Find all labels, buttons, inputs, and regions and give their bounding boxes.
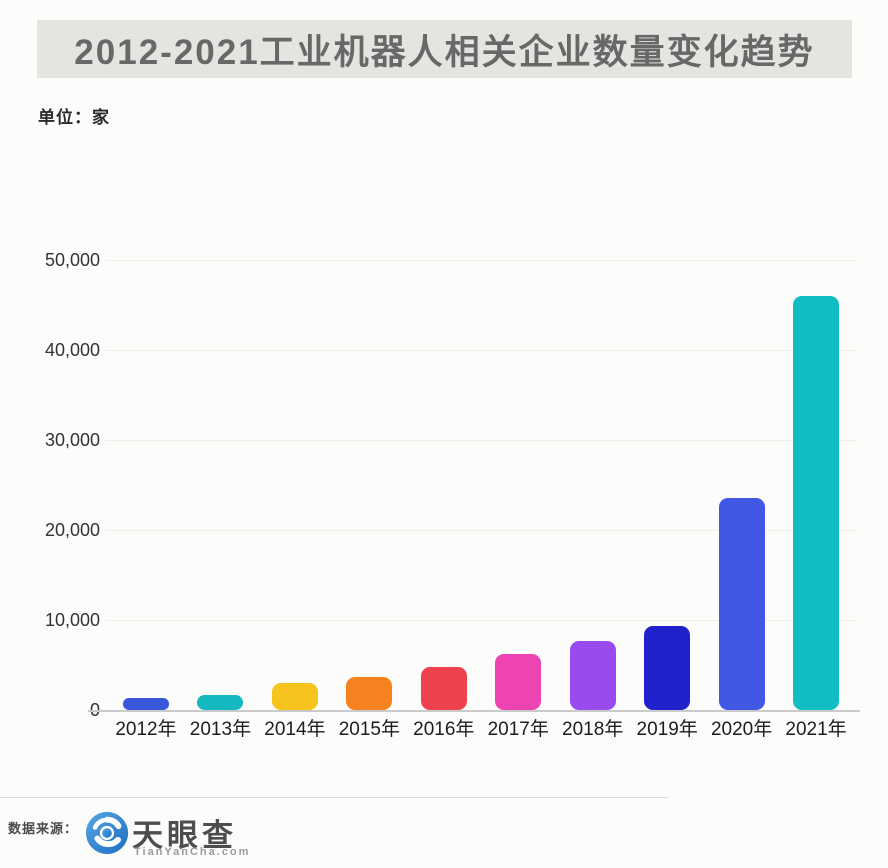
footer-divider xyxy=(0,797,668,798)
x-tick-label-2016年: 2016年 xyxy=(413,719,475,740)
bar-2013年 xyxy=(197,694,244,710)
bar-2021年 xyxy=(793,296,840,710)
bar-2017年 xyxy=(495,654,542,710)
y-tick-label-50000: 50,000 xyxy=(44,250,100,270)
gridline-10000 xyxy=(106,620,858,621)
tianyancha-logo-icon xyxy=(85,811,129,855)
x-tick-label-2018年: 2018年 xyxy=(562,719,624,740)
x-tick-label-2017年: 2017年 xyxy=(487,719,549,740)
x-tick-label-2020年: 2020年 xyxy=(710,719,773,740)
y-tick-label-20000: 20,000 xyxy=(44,520,100,540)
chart-title-banner: 2012-2021工业机器人相关企业数量变化趋势 xyxy=(37,20,852,78)
bar-2012年 xyxy=(123,698,169,710)
bar-2016年 xyxy=(420,666,467,710)
gridline-40000 xyxy=(106,350,858,351)
gridline-50000 xyxy=(106,260,858,261)
bar-2019年 xyxy=(644,626,691,710)
chart-title: 2012-2021工业机器人相关企业数量变化趋势 xyxy=(74,32,815,72)
x-axis-line xyxy=(88,710,860,712)
bar-2020年 xyxy=(718,497,765,710)
x-tick-label-2021年: 2021年 xyxy=(785,719,847,740)
bar-2018年 xyxy=(569,640,616,710)
bar-2014年 xyxy=(271,683,318,710)
x-tick-label-2012年: 2012年 xyxy=(115,719,177,740)
data-source-label: 数据来源： xyxy=(8,821,79,836)
tianyancha-logo-url: TianYanCha.com xyxy=(134,846,251,858)
unit-label: 单位：家 xyxy=(38,108,110,127)
y-tick-label-10000: 10,000 xyxy=(44,610,100,630)
bar-2015年 xyxy=(346,676,393,710)
x-tick-label-2019年: 2019年 xyxy=(636,719,698,740)
y-tick-label-30000: 30,000 xyxy=(44,430,100,450)
x-tick-label-2014年: 2014年 xyxy=(264,719,326,740)
gridline-20000 xyxy=(106,530,858,531)
x-tick-label-2015年: 2015年 xyxy=(338,719,400,740)
y-tick-label-40000: 40,000 xyxy=(44,340,100,360)
gridline-30000 xyxy=(106,440,858,441)
x-tick-label-2013年: 2013年 xyxy=(189,719,252,740)
tianyancha-logo-text: 天眼查 xyxy=(132,818,237,853)
